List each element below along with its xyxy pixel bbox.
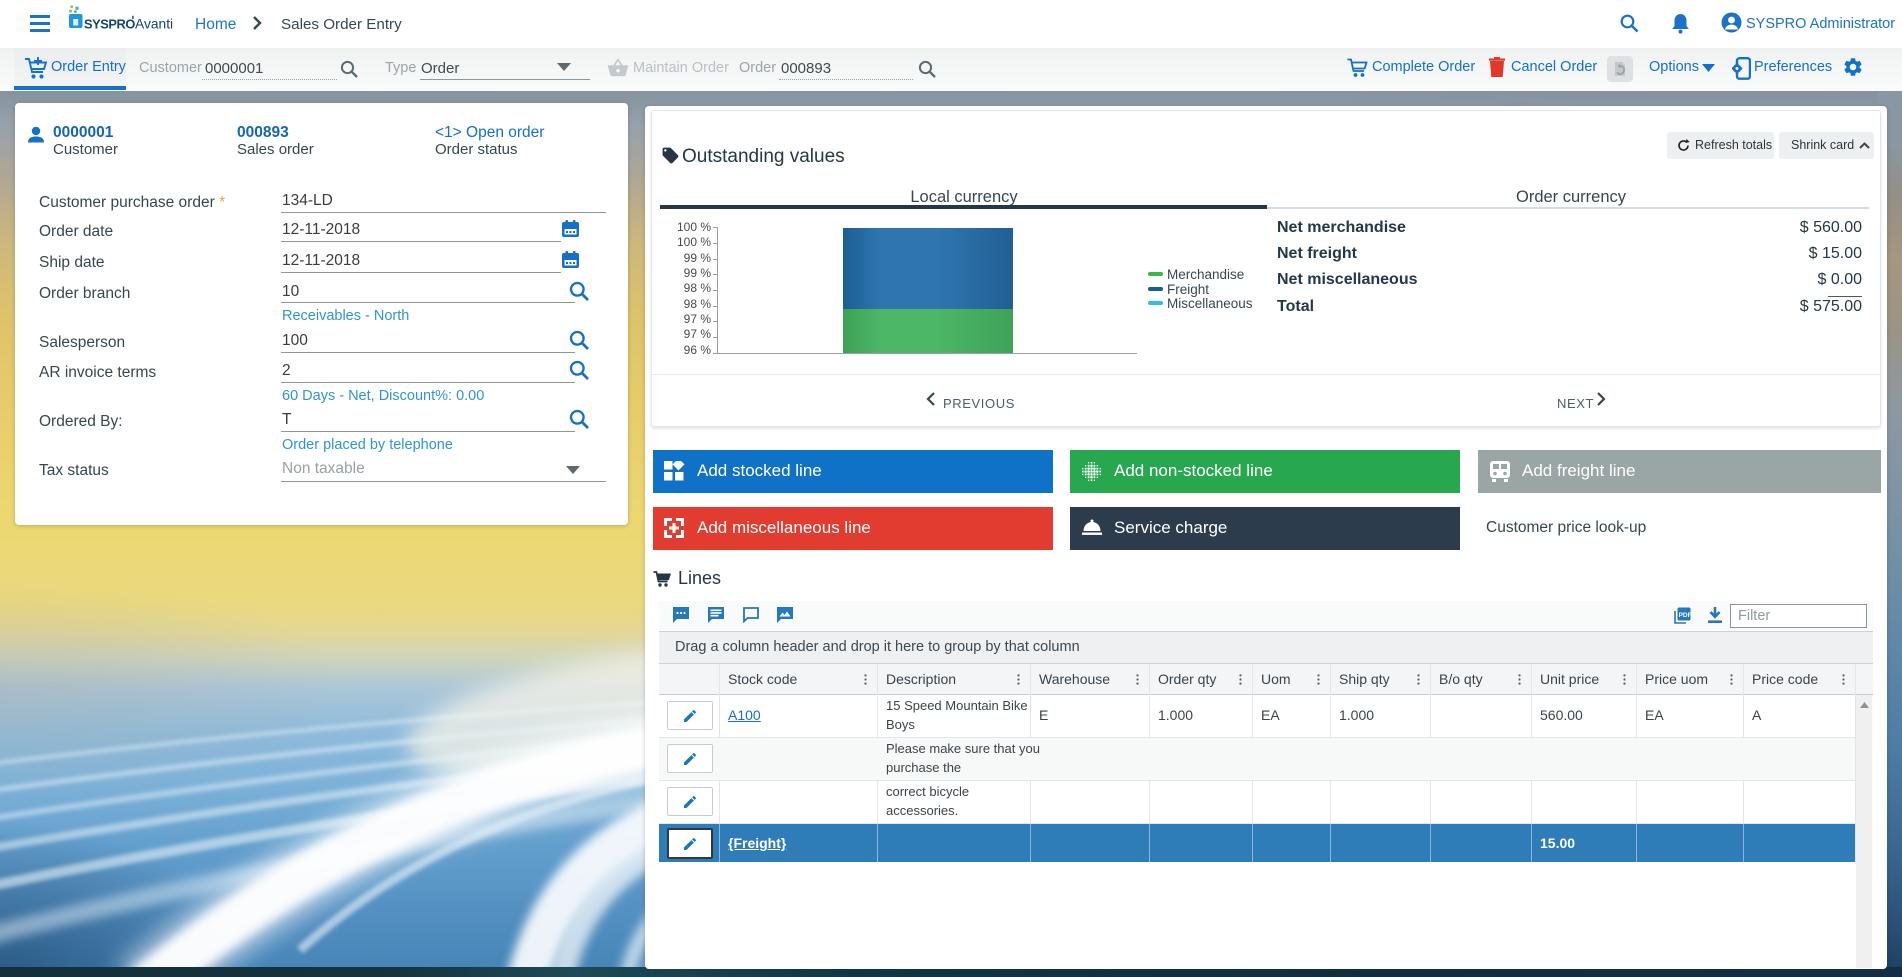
svg-text:SYSPRO: SYSPRO: [84, 17, 135, 32]
svg-text:Avanti: Avanti: [135, 17, 173, 32]
svg-text:PDF: PDF: [1679, 612, 1691, 619]
